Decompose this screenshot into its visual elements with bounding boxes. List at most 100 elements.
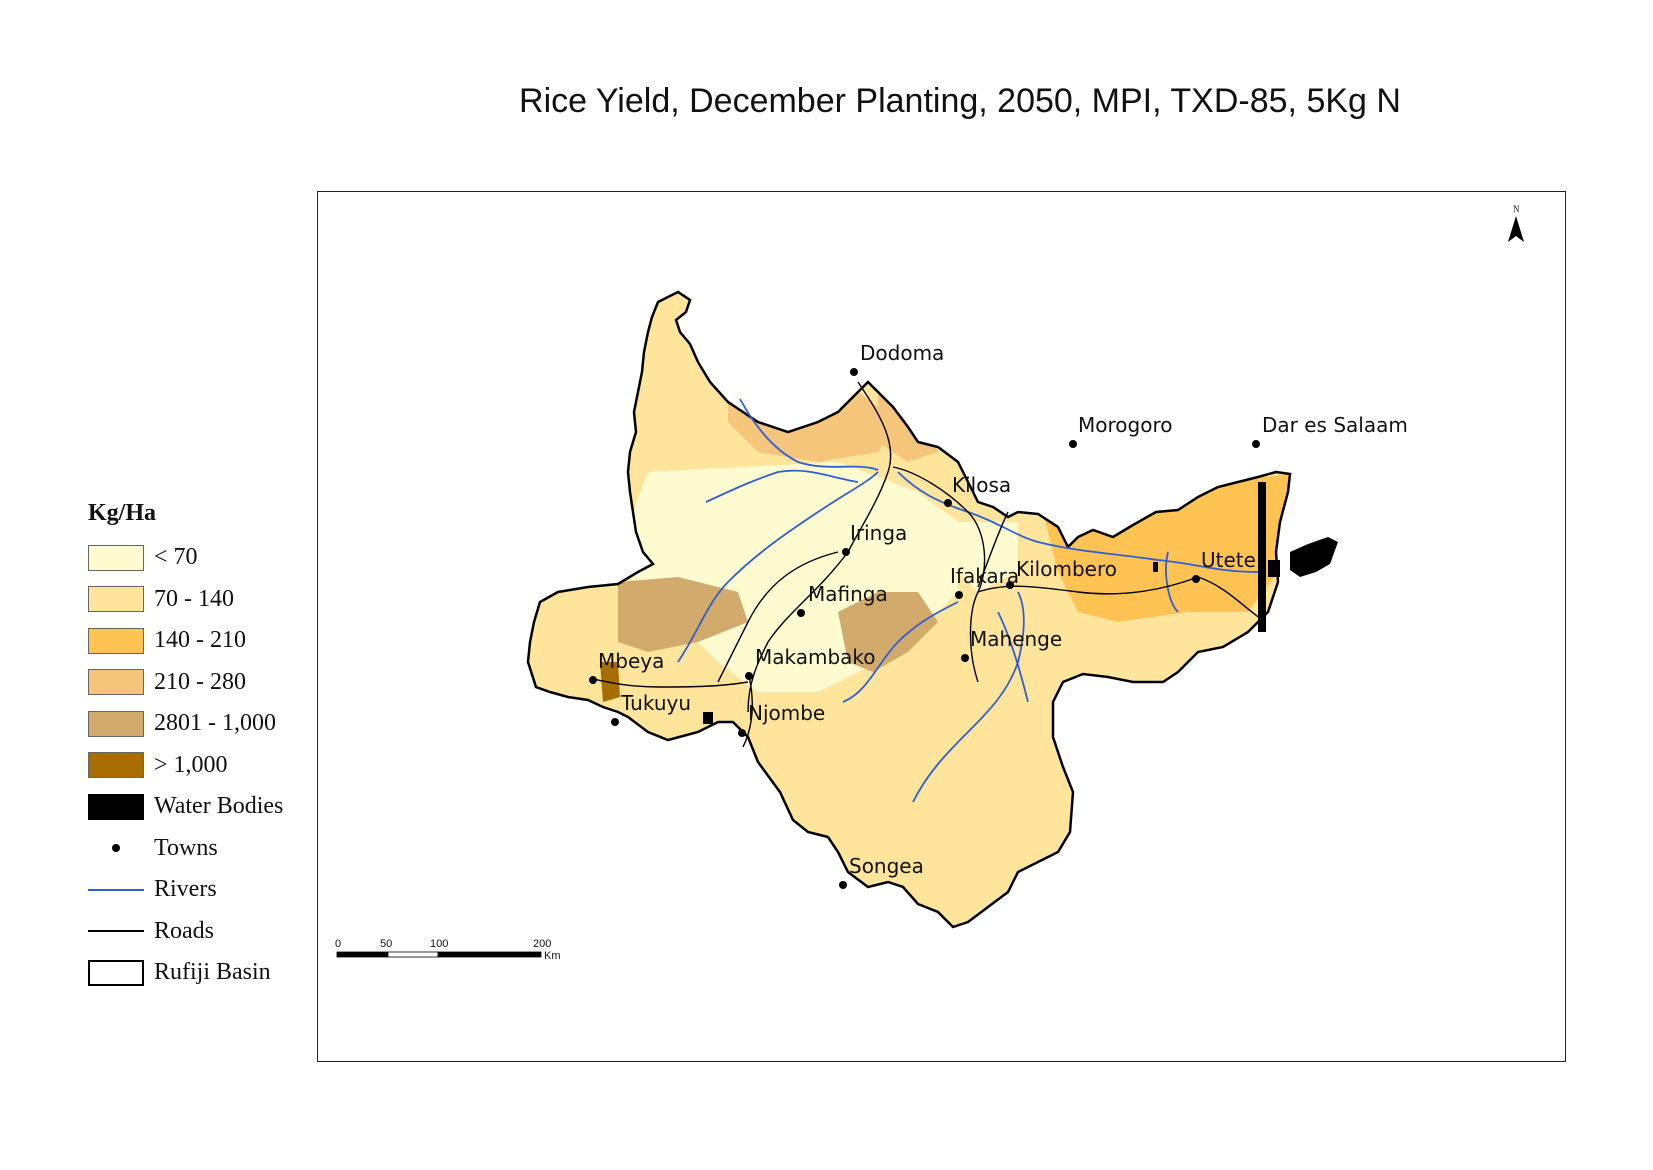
- legend-item: 210 - 280: [88, 662, 283, 704]
- scale-tick-label: 50: [380, 938, 392, 950]
- map-title: Rice Yield, December Planting, 2050, MPI…: [519, 82, 1401, 120]
- town-label: Kilombero: [1016, 557, 1117, 581]
- water-body: [703, 712, 713, 724]
- legend-label: 140 - 210: [154, 627, 246, 654]
- town-label: Kilosa: [952, 473, 1011, 497]
- legend-item: Rivers: [88, 869, 283, 911]
- legend-label: < 70: [154, 544, 198, 571]
- town-label: Mahenge: [970, 627, 1062, 651]
- north-label: N: [1513, 204, 1520, 214]
- town-label: Iringa: [850, 521, 907, 545]
- legend-swatch: [88, 793, 144, 820]
- town-dot: [589, 676, 597, 684]
- river-line: [1165, 551, 1179, 613]
- scale-tick-label: 200: [533, 938, 551, 950]
- legend-item: 70 - 140: [88, 579, 283, 621]
- town-dot: [944, 499, 952, 507]
- river-line: [705, 469, 859, 503]
- town-label: Morogoro: [1078, 413, 1172, 437]
- legend-swatch: [88, 586, 144, 613]
- town-label: Njombe: [748, 701, 825, 725]
- legend-label: 2801 - 1,000: [154, 710, 276, 737]
- scale-bar-segment: [437, 951, 542, 958]
- yield-zone: [958, 522, 1018, 592]
- river-line: [739, 398, 879, 471]
- legend-label: 70 - 140: [154, 585, 234, 612]
- town-label: Ifakara: [950, 564, 1019, 588]
- towns: Dodoma Morogoro Dar es Salaam Kilosa Iringa K…: [589, 341, 1408, 889]
- legend-label: 210 - 280: [154, 668, 246, 695]
- town-dot: [842, 548, 850, 556]
- scale-tick-label: 100: [430, 938, 448, 950]
- town-dot: [955, 591, 963, 599]
- town-label: Makambako: [755, 645, 876, 669]
- legend-item: Roads: [88, 911, 283, 953]
- legend-item: 140 - 210: [88, 620, 283, 662]
- legend-item: Rufiji Basin: [88, 952, 283, 994]
- legend-swatch: [88, 710, 144, 737]
- town-dot: [738, 729, 746, 737]
- road-line: [977, 511, 1009, 588]
- town-label: Dar es Salaam: [1262, 413, 1408, 437]
- town-label: Dodoma: [860, 341, 944, 365]
- rufiji-basin-outline: [526, 290, 1292, 929]
- road-line: [742, 671, 753, 748]
- legend-item: 2801 - 1,000: [88, 703, 283, 745]
- legend-swatch: [88, 877, 144, 903]
- river-line: [912, 591, 1025, 803]
- town-dot: [839, 881, 847, 889]
- road-line: [892, 466, 986, 683]
- town-dot: [1069, 440, 1077, 448]
- legend-label: Roads: [154, 917, 214, 944]
- scale-tick-label: 0: [335, 938, 341, 950]
- road-line: [592, 678, 749, 688]
- town-dot: [1252, 440, 1260, 448]
- yield-zone: [788, 702, 938, 832]
- town-dot: [611, 718, 619, 726]
- legend-label: Rivers: [154, 876, 217, 903]
- legend-label: > 1,000: [154, 751, 228, 778]
- town-label: Mafinga: [808, 582, 888, 606]
- legend-swatch: [88, 752, 144, 779]
- north-arrow-icon: N: [1508, 204, 1524, 242]
- legend-label: Rufiji Basin: [154, 959, 271, 986]
- water-body: [1290, 537, 1338, 577]
- legend-swatch: [88, 669, 144, 696]
- water-body: [1258, 482, 1266, 632]
- town-label: Mbeya: [598, 649, 664, 673]
- scale-bar-segment: [387, 951, 439, 958]
- legend-title: Kg/Ha: [88, 500, 157, 526]
- legend-swatch: [88, 959, 144, 986]
- legend-item: Water Bodies: [88, 786, 283, 828]
- map-frame: Dodoma Morogoro Dar es Salaam Kilosa Iringa K…: [317, 191, 1566, 1062]
- road-line: [1197, 576, 1267, 623]
- yield-raster: [528, 292, 1290, 927]
- legend-item: > 1,000: [88, 745, 283, 787]
- river-line: [842, 601, 959, 703]
- river-line: [677, 471, 879, 663]
- legend-swatch: [88, 544, 144, 571]
- legend-swatch: [88, 835, 144, 861]
- map-canvas: Dodoma Morogoro Dar es Salaam Kilosa Iringa K…: [335, 204, 1524, 962]
- road-line: [717, 551, 839, 683]
- water-body: [1153, 562, 1158, 572]
- legend-swatch: [88, 627, 144, 654]
- scale-bar-segment: [336, 951, 389, 958]
- town-dot: [961, 654, 969, 662]
- town-label: Utete: [1201, 548, 1256, 572]
- legend: Kg/Ha < 70 70 - 140 140 - 210 210 - 280 2801…: [88, 500, 283, 994]
- town-dot: [745, 672, 753, 680]
- scale-unit: Km: [544, 950, 561, 962]
- yield-zone: [528, 292, 1290, 927]
- legend-label: Towns: [154, 834, 218, 861]
- town-dot: [1006, 581, 1014, 589]
- town-dot: [797, 609, 805, 617]
- town-label: Tukuyu: [620, 691, 691, 715]
- legend-label: Water Bodies: [154, 793, 284, 820]
- legend-swatch: [88, 918, 144, 944]
- town-dot: [850, 368, 858, 376]
- legend-item: Towns: [88, 828, 283, 870]
- town-dot: [1192, 575, 1200, 583]
- yield-zone: [618, 577, 748, 652]
